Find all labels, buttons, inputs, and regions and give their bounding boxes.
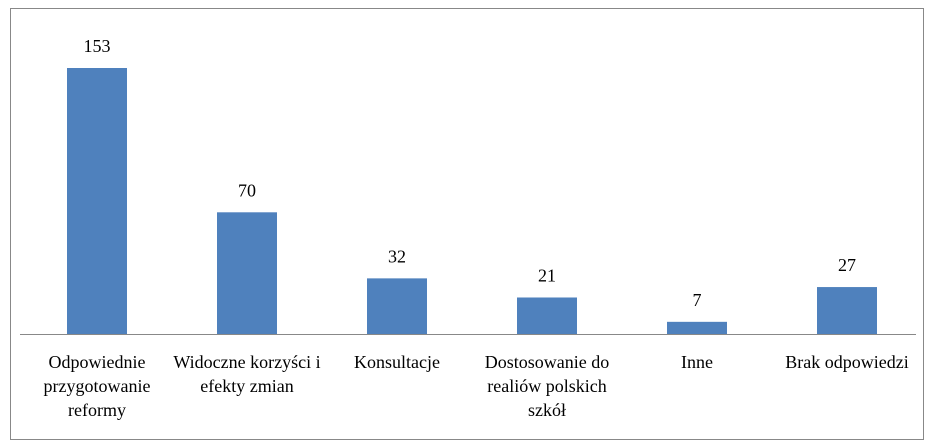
chart-border (10, 8, 924, 440)
bar (367, 278, 427, 334)
data-label: 70 (238, 180, 256, 200)
x-tick-label: Inne (681, 352, 713, 372)
bar (817, 287, 877, 334)
data-label: 153 (84, 36, 111, 56)
bar (67, 68, 127, 334)
bar (667, 321, 727, 334)
data-label: 21 (538, 265, 556, 285)
x-tick-label: Konsultacje (354, 352, 440, 372)
x-tick-label: Odpowiednie przygotowanie reformy (43, 352, 151, 420)
bar (217, 212, 277, 334)
x-tick-label: Dostosowanie do realiów polskich szkół (484, 352, 610, 420)
bar (517, 297, 577, 334)
x-tick-label: Widoczne korzyści i efekty zmian (173, 352, 321, 396)
data-label: 7 (693, 290, 702, 310)
data-label: 27 (838, 255, 856, 275)
data-label: 32 (388, 246, 406, 266)
x-tick-label: Brak odpowiedzi (785, 352, 909, 372)
